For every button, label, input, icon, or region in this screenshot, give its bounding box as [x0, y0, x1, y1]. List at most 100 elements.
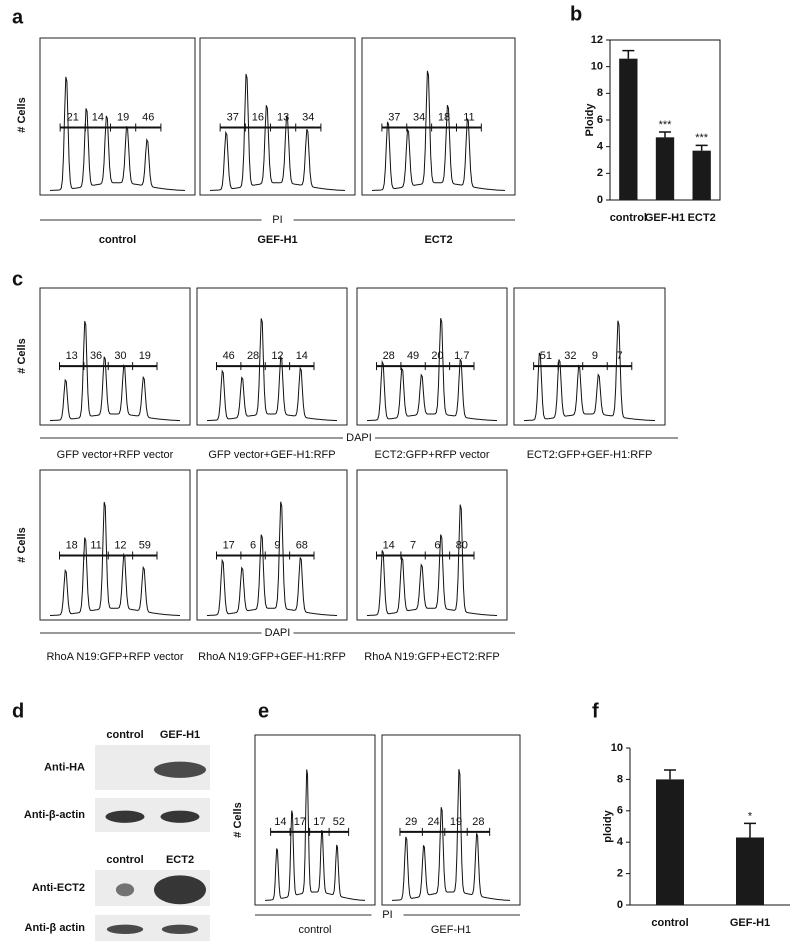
gate-value: 1.7 [454, 350, 469, 362]
histogram-curve [49, 320, 181, 422]
blot-band [115, 883, 135, 897]
gate-value: 18 [66, 539, 78, 551]
histogram-label: RhoA N19:GFP+GEF-H1:RFP [198, 651, 346, 663]
histogram-curve [265, 769, 365, 901]
gate-value: 16 [252, 111, 264, 123]
gate-value: 46 [142, 111, 154, 123]
y-tick-label: 0 [617, 899, 623, 911]
x-axis-label: PI [272, 214, 282, 226]
histogram-frame [39, 37, 196, 196]
gate-value: 34 [302, 111, 314, 123]
histogram-curve [366, 318, 498, 422]
gate-value: 11 [90, 539, 101, 551]
gate-value: 51 [540, 350, 552, 362]
y-tick-label: 2 [617, 868, 623, 880]
gate-value: 14 [383, 539, 395, 551]
gate-value: 17 [294, 816, 306, 828]
blot-band [161, 924, 199, 934]
gate-value: 19 [450, 816, 462, 828]
gate-value: 17 [313, 816, 325, 828]
significance: *** [659, 119, 673, 131]
x-tick-label: GEF-H1 [645, 212, 685, 224]
bar [692, 150, 711, 200]
blot-band [106, 924, 144, 934]
lane-label: ECT2 [166, 854, 194, 866]
y-tick-label: 4 [597, 141, 604, 153]
y-tick-label: 2 [597, 167, 603, 179]
y-tick-label: 8 [597, 87, 603, 99]
histogram-frame [196, 287, 348, 426]
blot-row-label: Anti-β-actin [24, 809, 85, 821]
gate-value: 9 [274, 539, 280, 551]
histogram-label: control [99, 234, 136, 246]
histogram-label: control [298, 924, 331, 936]
bar [655, 137, 675, 200]
gate-value: 20 [431, 350, 443, 362]
blot-band [154, 875, 206, 905]
gate-value: 11 [463, 111, 474, 123]
gate-value: 28 [247, 350, 259, 362]
gate-value: 52 [333, 816, 345, 828]
y-axis-label: # Cells [16, 338, 28, 373]
gate-value: 68 [296, 539, 308, 551]
panel-letter: c [12, 268, 23, 290]
histogram-label: GEF-H1 [257, 234, 297, 246]
gate-value: 14 [296, 350, 308, 362]
histogram-label: GEF-H1 [431, 924, 471, 936]
x-axis-label: PI [382, 909, 392, 921]
blot-band [154, 761, 206, 778]
gate-value: 34 [413, 111, 425, 123]
histogram-curve [371, 70, 506, 191]
error-bar [695, 144, 708, 151]
gate-value: 13 [66, 350, 78, 362]
histogram-curve [50, 501, 180, 616]
histogram-frame [361, 37, 516, 196]
gate-value: 28 [383, 350, 395, 362]
gate-value: 12 [271, 350, 283, 362]
histogram-label: GFP vector+RFP vector [57, 449, 174, 461]
gate-value: 7 [616, 350, 622, 362]
blot-row-label: Anti-β actin [25, 922, 86, 934]
y-axis-label: ploidy [602, 809, 614, 842]
gate-value: 19 [139, 350, 151, 362]
y-tick-label: 10 [591, 61, 603, 73]
y-tick-label: 6 [617, 805, 623, 817]
blot-band [105, 810, 145, 823]
x-tick-label: control [651, 917, 688, 929]
gate-value: 37 [388, 111, 400, 123]
error-bar [659, 131, 671, 138]
lane-label: control [106, 854, 143, 866]
x-axis-label: DAPI [265, 627, 291, 639]
panel-letter: e [258, 700, 269, 722]
axis-label-bg [371, 909, 404, 921]
y-axis-label: # Cells [16, 97, 28, 132]
gate-value: 6 [434, 539, 440, 551]
gate-value: 59 [139, 539, 151, 551]
x-tick-label: ECT2 [688, 212, 716, 224]
gate-value: 28 [472, 816, 484, 828]
histogram-curve [207, 501, 337, 616]
histogram-curve [367, 504, 497, 616]
histogram-label: RhoA N19:GFP+RFP vector [46, 651, 183, 663]
histogram-curve [49, 76, 186, 191]
error-bar [744, 822, 756, 838]
histogram-label: ECT2:GFP+RFP vector [374, 449, 489, 461]
histogram-frame [199, 37, 356, 196]
histogram-curve [209, 73, 346, 191]
histogram-frame [39, 469, 191, 621]
significance: * [748, 810, 753, 822]
gate-value: 37 [227, 111, 239, 123]
histogram-label: ECT2:GFP+GEF-H1:RFP [527, 449, 653, 461]
gate-value: 30 [114, 350, 126, 362]
gate-value: 19 [117, 111, 129, 123]
histogram-curve [523, 320, 656, 422]
histogram-curve [392, 769, 510, 901]
histogram-label: ECT2 [424, 234, 452, 246]
axis-label-bg [343, 432, 375, 444]
error-bar [664, 769, 676, 780]
gate-value: 7 [410, 539, 416, 551]
x-axis-label: DAPI [346, 432, 372, 444]
error-bar [622, 49, 635, 59]
panel-letter: b [570, 3, 582, 25]
gate-value: 24 [427, 816, 439, 828]
